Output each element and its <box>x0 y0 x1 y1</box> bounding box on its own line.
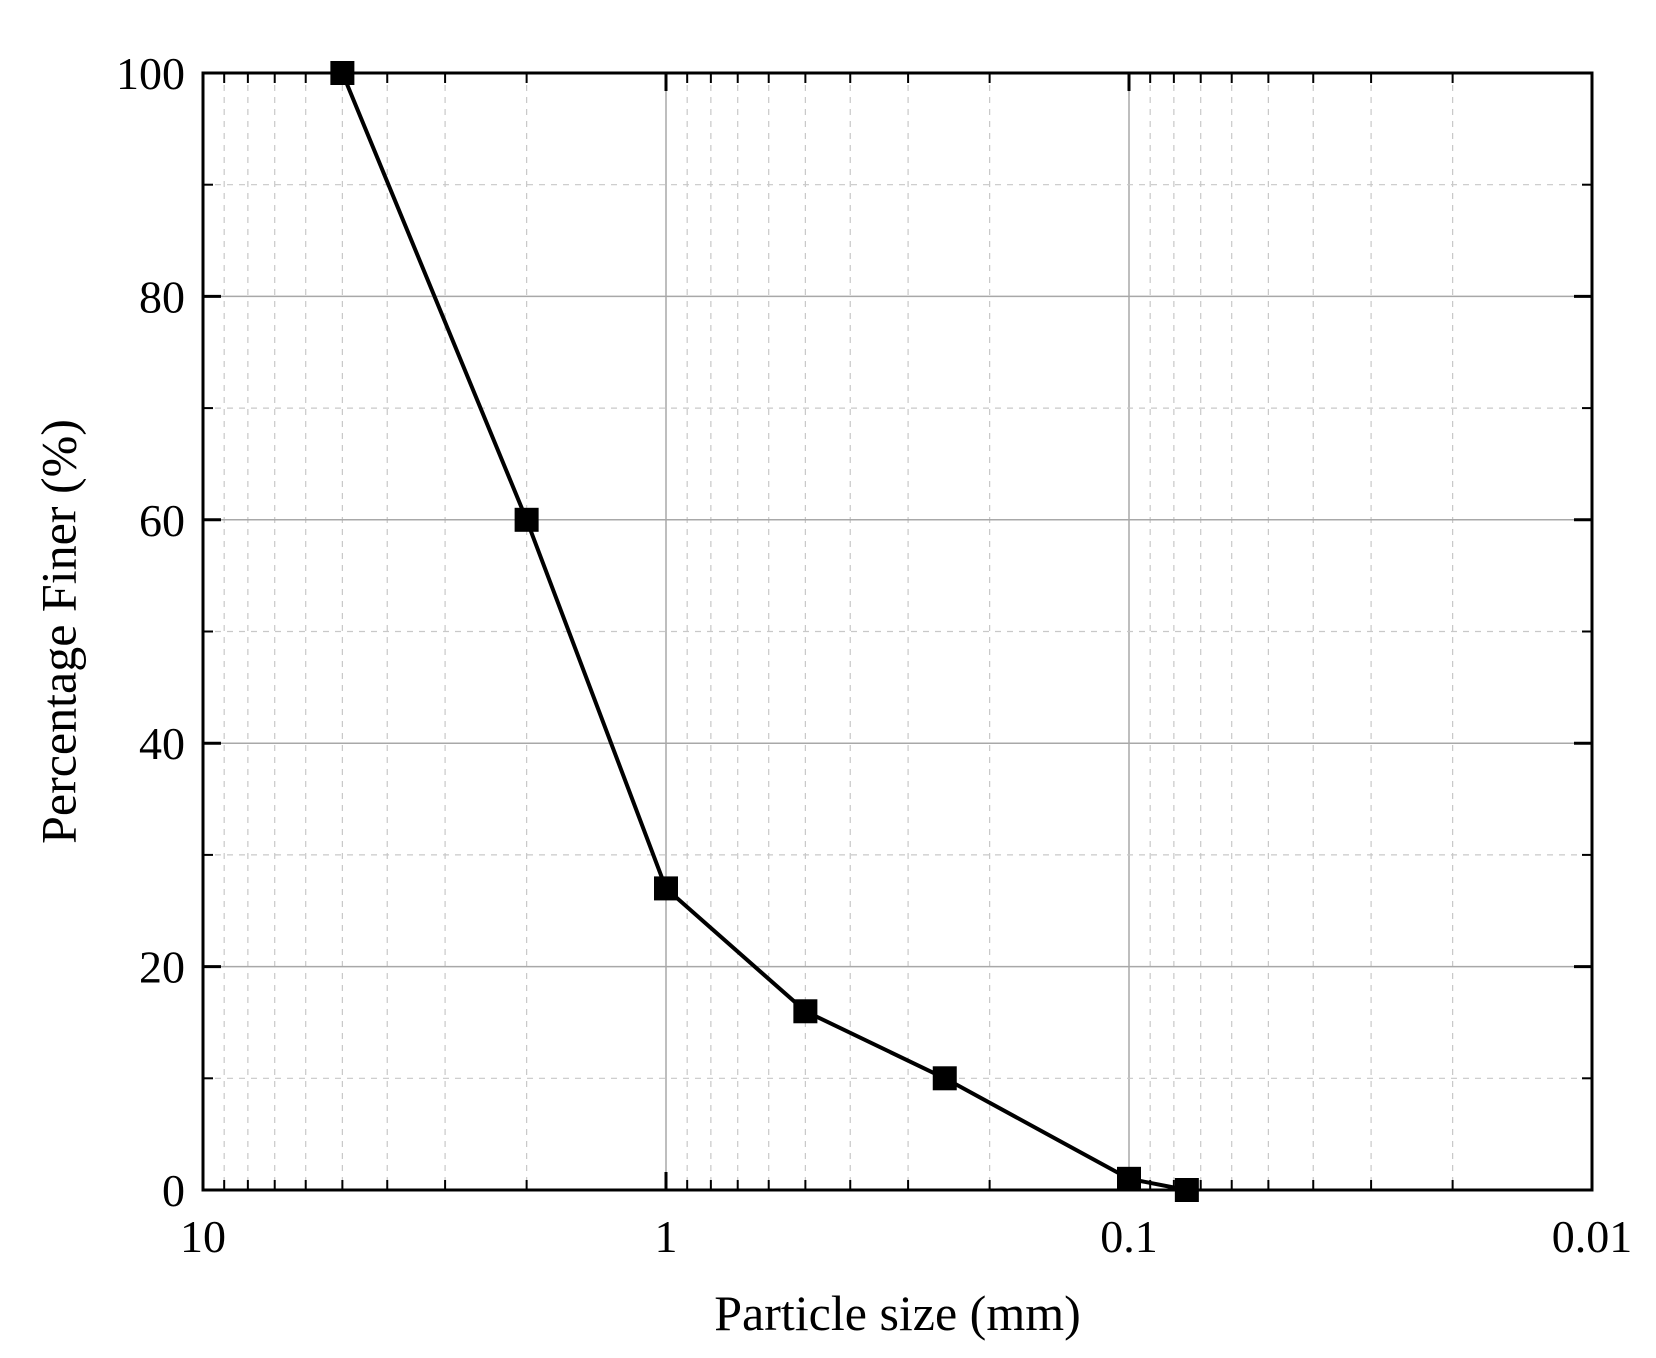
y-axis-title: Percentage Finer (%) <box>30 419 86 844</box>
data-point-marker <box>330 61 355 85</box>
plot-frame <box>201 71 1594 1192</box>
tick-labels: 10 1 0.1 0.01 0 20 40 60 80 100 <box>116 48 1632 1262</box>
x-tick-label: 10 <box>180 1211 226 1262</box>
axis-ticks <box>201 71 1594 1192</box>
y-tick-label: 40 <box>139 718 185 769</box>
x-axis-title: Particle size (mm) <box>714 1285 1081 1341</box>
y-tick-label: 20 <box>139 942 185 993</box>
y-tick-label: 80 <box>139 271 185 322</box>
data-point-marker <box>793 999 818 1024</box>
x-tick-label: 0.01 <box>1552 1211 1633 1262</box>
data-series <box>330 61 1199 1202</box>
data-point-marker <box>1117 1166 1141 1191</box>
x-tick-label: 1 <box>655 1211 678 1262</box>
data-point-marker <box>1174 1178 1199 1202</box>
data-point-marker <box>932 1066 957 1091</box>
y-tick-label: 0 <box>162 1165 185 1216</box>
data-point-marker <box>654 876 678 901</box>
y-tick-label: 100 <box>116 48 185 99</box>
data-point-marker <box>514 507 539 532</box>
x-tick-label: 0.1 <box>1100 1211 1158 1262</box>
y-tick-label: 60 <box>139 495 185 546</box>
